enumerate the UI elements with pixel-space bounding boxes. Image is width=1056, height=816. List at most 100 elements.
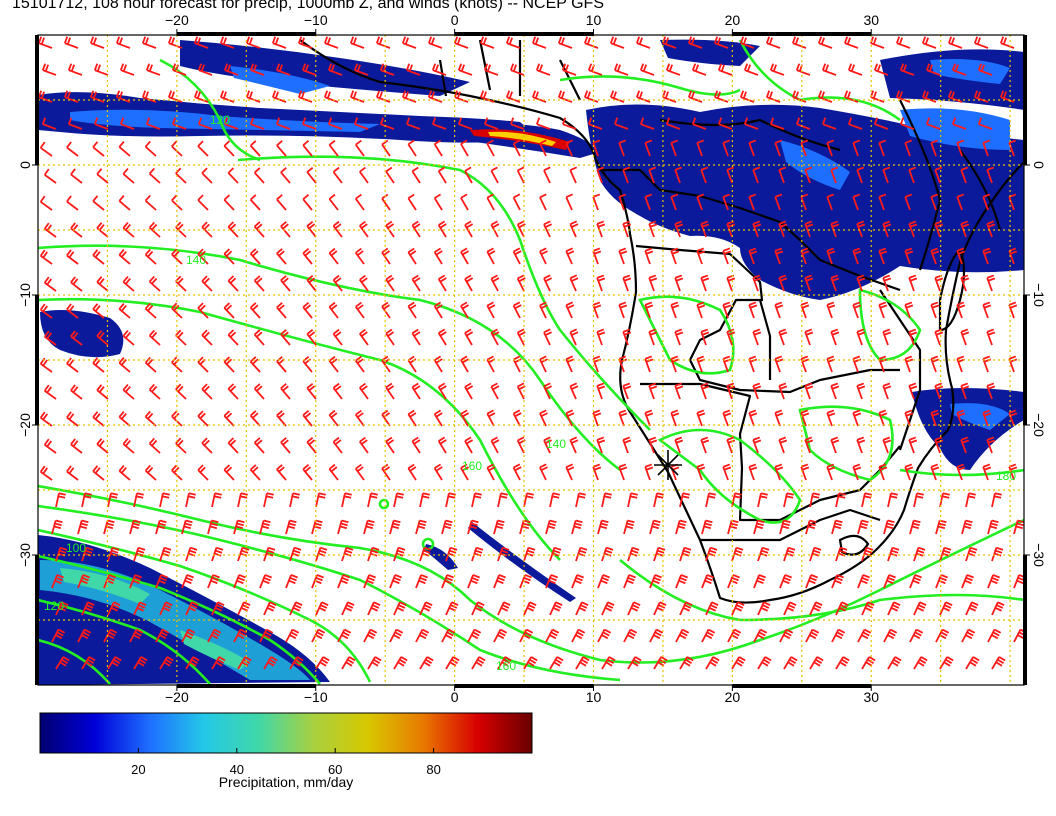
wind-barb <box>512 301 522 319</box>
wind-barb <box>486 463 496 481</box>
wind-barb <box>913 656 928 670</box>
wind-barb <box>407 247 417 265</box>
wind-barb <box>51 519 63 535</box>
wind-barb <box>223 464 235 481</box>
wind-barb <box>497 546 510 562</box>
lon-tick-label-top: 20 <box>725 12 741 28</box>
wind-barb <box>930 301 940 319</box>
wind-barb <box>826 139 835 157</box>
wind-barb <box>583 90 599 103</box>
wind-barb <box>512 139 521 157</box>
wind-barb <box>965 546 978 562</box>
wind-barb <box>571 519 583 535</box>
wind-barb <box>467 574 480 589</box>
wind-barb <box>175 437 187 454</box>
wind-barb <box>516 166 525 184</box>
wind-barb <box>223 117 239 130</box>
wind-barb <box>41 63 57 76</box>
wind-barb <box>249 248 261 265</box>
wind-barb <box>337 628 352 643</box>
wind-barb <box>144 356 157 373</box>
wind-barb <box>249 302 261 319</box>
wind-barb <box>201 383 213 400</box>
wind-barb <box>569 436 579 454</box>
wind-barb <box>565 301 575 319</box>
wind-barb <box>441 519 453 535</box>
wind-barb <box>249 63 265 76</box>
wind-barb <box>895 36 911 49</box>
wind-barb <box>956 463 966 481</box>
wind-barb <box>913 601 927 616</box>
wind-barb <box>223 356 235 373</box>
wind-barb <box>407 355 417 373</box>
wind-barb <box>159 546 172 562</box>
wind-barb <box>70 330 83 346</box>
wind-barb <box>512 193 521 211</box>
contour-label: 120 <box>44 599 64 613</box>
wind-barb <box>661 36 677 49</box>
wind-barb <box>748 247 758 265</box>
wind-barb <box>66 303 79 319</box>
wind-barb <box>381 463 391 481</box>
wind-barb <box>804 436 814 454</box>
wind-barb <box>925 117 941 130</box>
wind-barb <box>700 328 710 346</box>
wind-barb <box>39 249 53 265</box>
wind-barb <box>315 601 329 616</box>
wind-barb <box>211 546 224 562</box>
wind-barb <box>826 463 836 481</box>
wind-barb <box>89 90 105 103</box>
wind-barb <box>930 355 940 373</box>
wind-barb <box>613 117 629 130</box>
wind-barb <box>649 519 661 535</box>
wind-barb <box>457 63 473 76</box>
wind-barb <box>249 410 261 427</box>
wind-barb <box>381 301 391 319</box>
wind-barb <box>107 492 118 508</box>
wind-barb <box>778 436 788 454</box>
wind-barb <box>831 628 846 643</box>
wind-barb <box>437 436 447 454</box>
wind-barb <box>644 193 653 211</box>
wind-barb <box>385 436 395 454</box>
wind-barb <box>727 574 740 589</box>
wind-barb <box>276 194 287 211</box>
wind-barb <box>1013 519 1024 535</box>
wind-barb <box>353 63 369 76</box>
wind-barb <box>41 117 57 130</box>
wind-barb <box>934 166 943 184</box>
wind-barb <box>887 601 901 616</box>
wind-barb <box>523 492 534 508</box>
wind-barb <box>207 628 222 643</box>
wind-barb <box>129 519 141 535</box>
wind-barb <box>118 303 131 319</box>
wind-barb <box>355 463 365 481</box>
wind-barb <box>367 656 382 670</box>
wind-barb <box>467 519 479 535</box>
contour-label: 180 <box>996 469 1016 483</box>
wind-barb <box>227 275 239 292</box>
wind-barb <box>201 167 213 184</box>
wind-barb <box>774 301 784 319</box>
frame-bar-left <box>35 295 39 425</box>
wind-barb <box>381 409 391 427</box>
wind-barb <box>701 574 714 589</box>
wind-barb <box>569 328 579 346</box>
wind-barb <box>939 601 953 616</box>
wind-barb <box>575 601 589 616</box>
wind-barb <box>437 166 447 184</box>
wind-barb <box>648 166 657 184</box>
wind-barb <box>519 519 531 535</box>
wind-barb <box>227 221 239 238</box>
wind-barb <box>831 574 844 589</box>
wind-barb <box>118 411 131 427</box>
wind-barb <box>904 463 914 481</box>
wind-barb <box>39 195 53 211</box>
wind-barb <box>197 140 209 157</box>
wind-barb <box>991 656 1006 670</box>
wind-barb <box>253 329 265 346</box>
wind-barb <box>1008 355 1018 373</box>
wind-barb <box>411 274 421 292</box>
lat-tick-label-left: −30 <box>17 543 33 567</box>
wind-barb <box>674 166 683 184</box>
